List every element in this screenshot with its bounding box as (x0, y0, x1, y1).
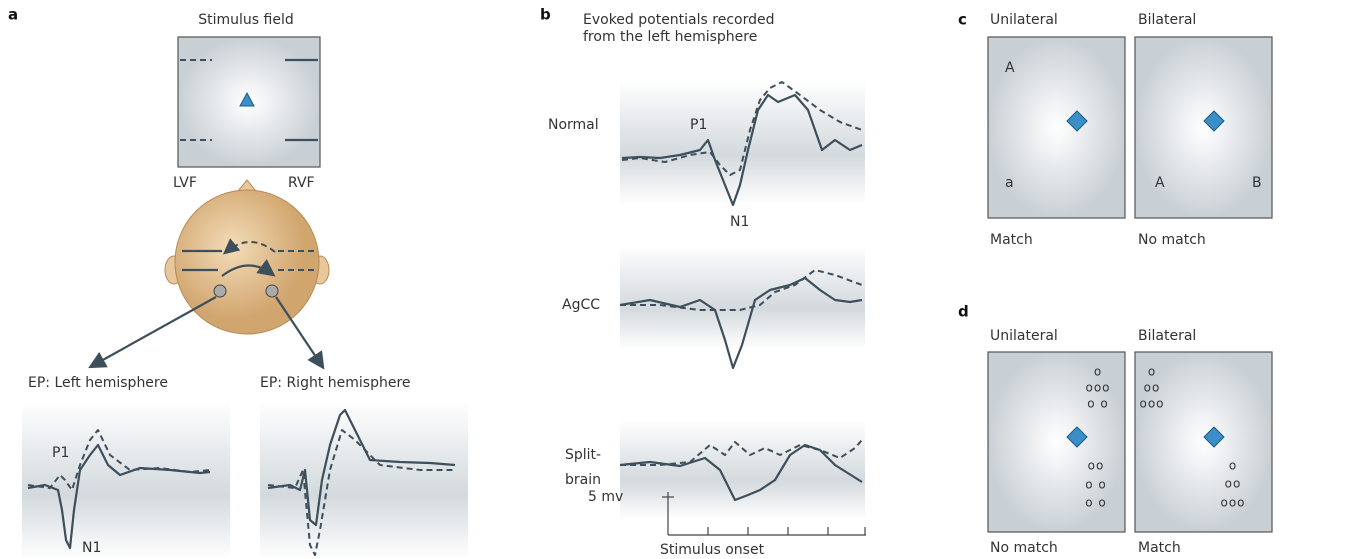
time-axis (662, 492, 866, 536)
p1-label: P1 (52, 445, 69, 461)
display-box (1134, 36, 1273, 219)
caption: Match (990, 232, 1033, 248)
distractor-row: ooo (1220, 496, 1245, 510)
row-label: brain (565, 472, 601, 488)
letter: A (1155, 175, 1165, 191)
box-title: Unilateral (990, 12, 1058, 28)
waveform (27, 429, 211, 491)
display-box (987, 36, 1126, 219)
panel-title: from the left hemisphere (583, 29, 757, 45)
display-box (987, 351, 1126, 533)
head (88, 179, 330, 370)
x-axis-label: Stimulus onset (660, 542, 765, 558)
n1-label: N1 (82, 540, 101, 556)
waveform (267, 429, 455, 556)
waveform (619, 276, 863, 370)
ep-right-title: EP: Right hemisphere (260, 375, 411, 391)
distractor-row: oo (1088, 459, 1105, 473)
fixation (1066, 426, 1088, 448)
letter: A (1005, 60, 1015, 76)
distractor-row: oo (1144, 381, 1161, 395)
distractor-row: ooo (1139, 397, 1164, 411)
waveform (620, 439, 863, 466)
fixation (1203, 110, 1225, 132)
distractor-row: o (1229, 459, 1237, 473)
p1-label: P1 (690, 117, 707, 133)
caption: Match (1138, 540, 1181, 556)
box-title: Unilateral (990, 328, 1058, 344)
ep-left-plot (22, 400, 230, 559)
stimulus-title: Stimulus field (198, 12, 294, 28)
waveform (267, 408, 456, 527)
distractor-row: ooo (1085, 381, 1110, 395)
rvf-label: RVF (288, 175, 315, 191)
fixation (1203, 426, 1225, 448)
display-box (1134, 351, 1273, 533)
ep-right-plot (260, 400, 468, 559)
n1-label: N1 (730, 214, 749, 230)
caption: No match (1138, 232, 1206, 248)
distractor-row: o o (1087, 397, 1109, 411)
panel-title: Evoked potentials recorded (583, 12, 775, 28)
distractor-row: o o (1085, 478, 1107, 492)
plot-band (620, 245, 865, 350)
ep-left-title: EP: Left hemisphere (28, 375, 168, 391)
lvf-label: LVF (173, 175, 197, 191)
waveform (621, 81, 863, 176)
waveform (619, 443, 863, 502)
waveform (621, 93, 863, 207)
caption: No match (990, 540, 1058, 556)
distractor-row: o (1148, 365, 1156, 379)
panel-label: c (958, 11, 967, 29)
distractor-row: oo (1225, 477, 1242, 491)
distractor-row: o o (1085, 496, 1107, 510)
fixation (1066, 110, 1088, 132)
panel-label: b (540, 6, 551, 24)
stimulus-lines (180, 58, 318, 142)
row-label: AgCC (562, 297, 600, 313)
row-label: Normal (548, 117, 599, 133)
plot-band (620, 80, 865, 205)
row-label: Split- (565, 447, 601, 463)
box-title: Bilateral (1138, 12, 1196, 28)
plot-band (620, 420, 865, 520)
waveform (27, 443, 211, 550)
panel-label: a (8, 6, 18, 24)
box-title: Bilateral (1138, 328, 1196, 344)
letter: a (1005, 175, 1014, 191)
scale-label: 5 mv (588, 489, 623, 505)
panel-label: d (958, 303, 969, 321)
letter: B (1252, 175, 1262, 191)
distractor-row: o (1094, 365, 1102, 379)
